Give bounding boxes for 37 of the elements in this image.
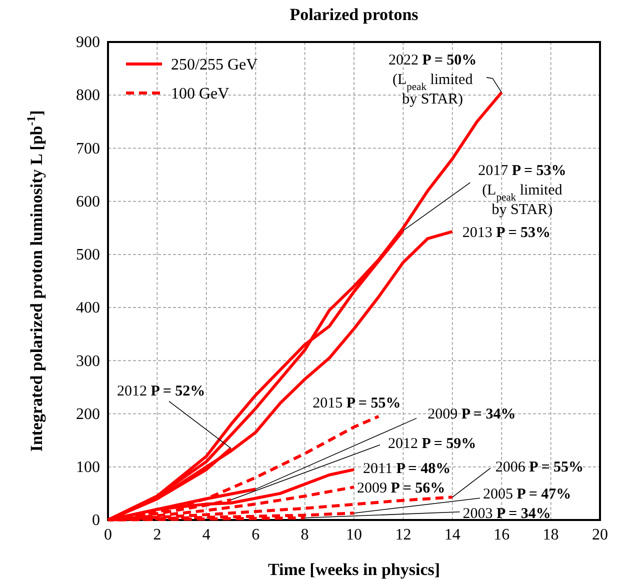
x-tick-label: 2 [153, 526, 162, 544]
annotation: 2006 P = 55% [495, 459, 584, 476]
y-tick-label: 0 [92, 512, 100, 530]
annotation: 2017 P = 53% (L$_{peak}$ limited by STAR) [478, 162, 566, 218]
annotation: 2011 P = 48% [363, 460, 451, 477]
x-tick-label: 18 [542, 526, 559, 544]
y-tick-label: 300 [76, 352, 100, 370]
y-tick-label: 800 [76, 87, 100, 104]
y-tick-label: 200 [76, 406, 100, 423]
y-tick-label: 100 [76, 459, 100, 476]
y-tick-label: 400 [76, 300, 100, 317]
y-tick-label: 600 [76, 193, 100, 210]
x-tick-label: 12 [395, 526, 412, 544]
y-tick-label: 500 [76, 246, 100, 264]
x-tick-label: 8 [300, 526, 309, 544]
annotation: 2015 P = 55% [312, 396, 401, 412]
legend-label: 100 GeV [171, 86, 230, 103]
annotation: 2005 P = 47% [483, 486, 572, 502]
x-tick-label: 14 [444, 526, 460, 544]
x-tick-label: 4 [202, 526, 210, 544]
x-axis-title: Time [weeks in physics] [268, 560, 440, 579]
x-tick-label: 16 [494, 526, 510, 544]
x-tick-label: 10 [346, 526, 362, 544]
x-tick-label: 20 [592, 526, 608, 544]
annotation: 2009 P = 56% [357, 480, 446, 496]
y-tick-label: 900 [76, 34, 100, 52]
chart-title: Polarized protons [290, 5, 419, 24]
annotation: 2012 P = 52% [117, 384, 206, 400]
annotation: 2009 P = 34% [428, 406, 516, 422]
x-tick-label: 6 [252, 526, 260, 544]
annotation: 2012 P = 59% [388, 436, 476, 452]
legend-label: 250/255 GeV [171, 56, 258, 74]
annotation: 2013 P = 53% [462, 224, 551, 241]
annotation: 2022 P = 50% (L$_{peak}$ limited by STAR) [388, 52, 477, 108]
y-tick-label: 700 [76, 140, 100, 158]
x-tick-label: 0 [104, 526, 112, 544]
annotation: 2003 P = 34% [462, 506, 551, 522]
